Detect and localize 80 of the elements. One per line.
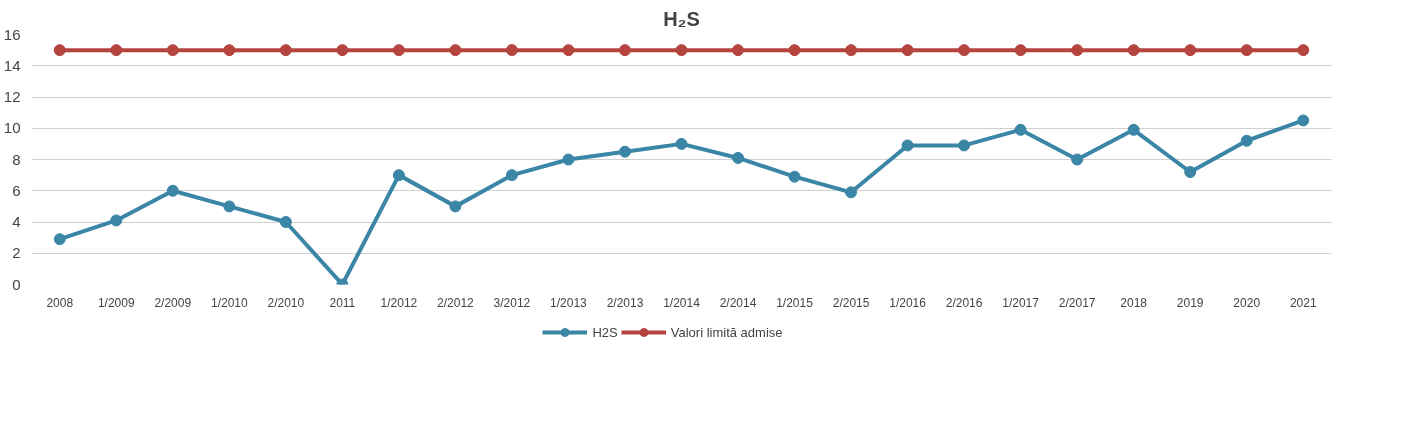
point [53,44,66,57]
point [1184,44,1197,57]
point [675,44,688,57]
x-tick-label: 1/2014 [663,295,701,310]
point [1014,44,1027,57]
point [618,145,631,158]
y-tick-label: 16 [3,25,21,43]
x-tick-label: 2/2010 [267,295,305,310]
x-tick-label: 1/2009 [97,295,135,310]
x-tick-label: 2/2009 [154,295,192,310]
point [732,44,745,57]
point [53,233,66,246]
point [279,216,292,228]
x-tick-label: 2/2017 [1058,295,1096,310]
point [845,44,858,57]
y-tick-label: 6 [12,181,21,199]
y-tick-label: 12 [3,88,21,105]
x-tick-label: 1/2010 [210,295,248,310]
point [901,44,914,57]
point [1297,44,1310,57]
point [110,214,123,227]
point [110,44,123,57]
point [223,200,236,213]
x-tick-label: 2008 [46,295,74,310]
point [392,44,405,57]
x-tick-label: 1/2016 [889,295,927,310]
x-tick-label: 2/2014 [719,295,757,310]
point [1240,44,1253,57]
point [901,139,914,152]
point [449,44,462,57]
y-tick-label: 14 [3,56,21,74]
y-tick-label: 8 [12,150,21,168]
point [618,44,631,57]
point [845,186,858,199]
x-tick-label: 2/2015 [832,295,870,310]
point [1184,166,1197,178]
point [279,44,292,57]
x-tick-label: 2/2012 [437,295,475,310]
point [166,44,179,57]
point [958,44,971,57]
x-tick-label: 1/2017 [1002,295,1040,310]
point [1127,123,1140,136]
point [788,170,801,183]
x-tick-label: 2018 [1120,295,1148,310]
point [675,137,688,150]
x-tick-label: 2/2013 [606,295,644,310]
point [166,184,179,197]
y-tick-label: 0 [12,275,21,293]
point [562,44,575,57]
y-tick-label: 4 [12,213,21,230]
y-tick-label: 10 [3,119,21,137]
point [392,169,405,182]
x-tick-label: 3/2012 [493,295,531,310]
legend-label: Valori limită admise [670,324,783,340]
chart-title: H₂S [663,7,700,30]
point [958,139,971,152]
point [1240,134,1253,147]
point [505,44,518,57]
point [223,44,236,57]
point [505,169,518,182]
y-tick-label: 2 [12,244,21,262]
point [1071,153,1084,166]
point [449,200,462,213]
x-tick-label: 2/2016 [945,295,983,310]
legend-label: H2S [592,324,618,340]
point [1297,114,1310,127]
x-tick-label: 1/2015 [776,295,814,310]
x-tick-label: 2011 [329,295,356,310]
point [562,153,575,166]
point [732,151,745,164]
point [336,44,349,57]
x-tick-label: 2019 [1176,295,1204,310]
point [1127,44,1140,57]
point [1014,123,1027,136]
point [1071,44,1084,57]
x-tick-label: 2021 [1289,295,1317,310]
x-tick-label: 1/2012 [380,295,418,310]
x-tick-label: 2020 [1233,295,1261,310]
point [788,44,801,57]
x-tick-label: 1/2013 [550,295,588,310]
